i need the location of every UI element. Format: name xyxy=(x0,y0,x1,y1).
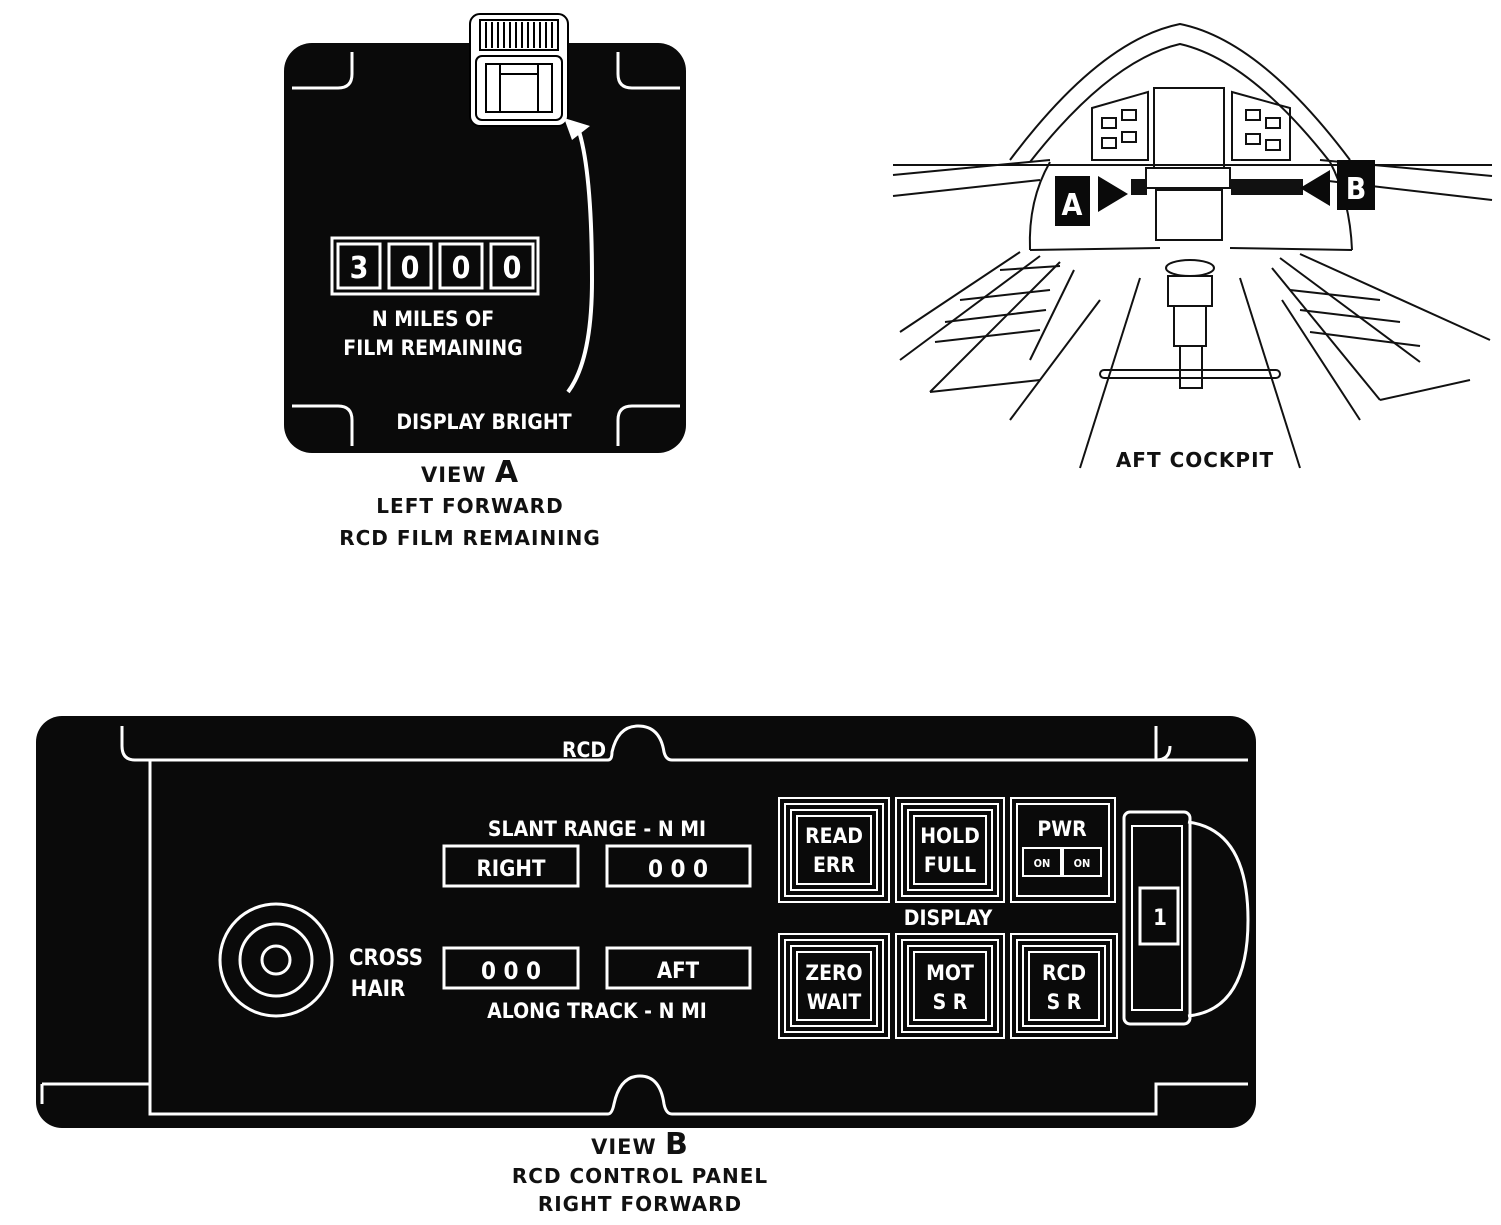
pwr-button[interactable]: PWR ON ON xyxy=(1010,797,1116,903)
slant-range-label: SLANT RANGE - N MI xyxy=(488,817,706,841)
cross-hair-label-line-1: CROSS xyxy=(349,946,423,971)
svg-text:B: B xyxy=(1346,172,1367,207)
svg-text:0 0 0: 0 0 0 xyxy=(481,957,541,985)
svg-text:AFT: AFT xyxy=(657,959,700,984)
cross-hair-control[interactable] xyxy=(218,902,334,1018)
aft-cockpit-drawing xyxy=(892,22,1493,469)
view-a-caption: VIEW A LEFT FORWARD RCD FILM REMAINING xyxy=(300,458,640,554)
rcd-control-panel: RCD CROSS HAIR SLANT RANGE - N MI RIGHT … xyxy=(36,716,1256,1128)
counter-digit: 0 xyxy=(452,251,471,286)
film-remaining-counter: 3 0 0 0 xyxy=(330,236,540,296)
view-a-caption-line-2: RCD FILM REMAINING xyxy=(339,526,601,550)
aft-indicator: AFT xyxy=(605,946,752,990)
read-err-button[interactable]: READ ERR xyxy=(778,797,890,903)
svg-text:ON: ON xyxy=(1074,857,1091,870)
right-indicator: RIGHT xyxy=(442,844,580,888)
svg-text:MOT: MOT xyxy=(926,961,974,985)
view-b-caption-line-2: RIGHT FORWARD xyxy=(537,1192,743,1216)
film-remaining-panel: 3 0 0 0 N MILES OF FILM REMAINING DISPLA… xyxy=(284,13,686,453)
svg-text:FULL: FULL xyxy=(924,853,976,877)
svg-text:RIGHT: RIGHT xyxy=(477,857,546,882)
zero-wait-button[interactable]: ZERO WAIT xyxy=(778,933,890,1039)
svg-text:ZERO: ZERO xyxy=(805,961,862,985)
hold-full-button[interactable]: HOLD FULL xyxy=(895,797,1005,903)
cross-hair-label-line-2: HAIR xyxy=(351,977,405,1002)
display-bright-knob[interactable] xyxy=(469,13,569,127)
svg-text:S R: S R xyxy=(1047,990,1082,1014)
brightness-arrow xyxy=(564,118,595,394)
display-label: DISPLAY xyxy=(904,906,993,930)
panel-label-rcd: RCD xyxy=(562,738,606,762)
view-a-caption-line-1: LEFT FORWARD xyxy=(376,494,564,518)
svg-text:READ: READ xyxy=(805,824,863,848)
marker-a: A xyxy=(1055,176,1128,226)
view-a-title: VIEW A xyxy=(420,455,520,490)
svg-text:PWR: PWR xyxy=(1037,817,1087,841)
svg-text:HOLD: HOLD xyxy=(920,824,980,848)
display-bright-label: DISPLAY BRIGHT xyxy=(396,410,571,434)
svg-text:WAIT: WAIT xyxy=(807,990,862,1014)
view-b-caption: VIEW B RCD CONTROL PANEL RIGHT FORWARD xyxy=(470,1130,810,1218)
selector-value: 1 xyxy=(1153,906,1167,931)
marker-b: B xyxy=(1300,160,1375,210)
rcd-sr-button[interactable]: RCD S R xyxy=(1010,933,1118,1039)
selector-handle[interactable]: 1 xyxy=(1122,810,1250,1026)
slant-range-readout: 0 0 0 xyxy=(605,844,752,888)
svg-text:0 0 0: 0 0 0 xyxy=(648,855,708,883)
counter-caption-line-1: N MILES OF xyxy=(372,307,494,331)
counter-caption-line-2: FILM REMAINING xyxy=(343,336,522,360)
view-b-title: VIEW B xyxy=(591,1127,689,1162)
along-track-label: ALONG TRACK - N MI xyxy=(487,999,707,1023)
along-track-readout: 0 0 0 xyxy=(442,946,580,990)
counter-digit: 3 xyxy=(350,251,369,286)
svg-text:A: A xyxy=(1062,188,1083,223)
aft-cockpit-caption: AFT COCKPIT xyxy=(1115,448,1275,472)
mot-sr-button[interactable]: MOT S R xyxy=(895,933,1005,1039)
svg-text:RCD: RCD xyxy=(1042,961,1086,985)
svg-text:ON: ON xyxy=(1034,857,1051,870)
counter-digit: 0 xyxy=(401,251,420,286)
svg-text:S R: S R xyxy=(933,990,968,1014)
view-b-caption-line-1: RCD CONTROL PANEL xyxy=(511,1164,769,1188)
svg-text:ERR: ERR xyxy=(813,853,855,877)
counter-digit: 0 xyxy=(503,251,522,286)
